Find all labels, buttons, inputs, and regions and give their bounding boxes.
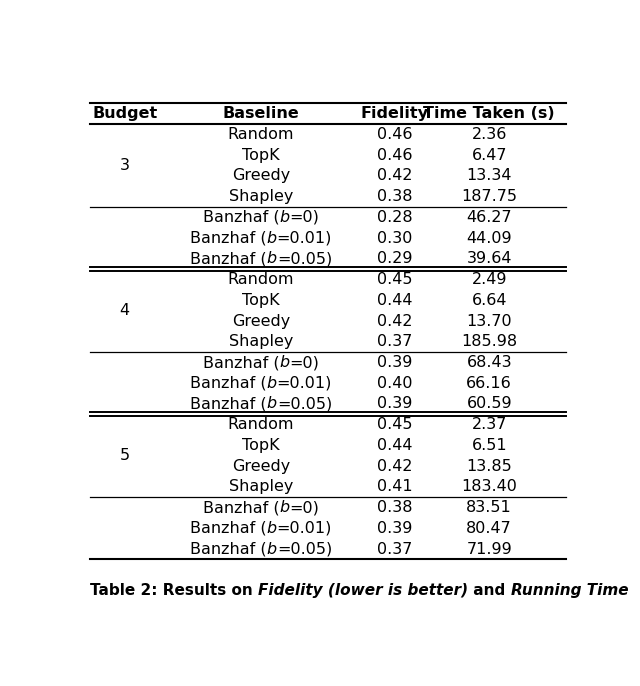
Text: Time Taken (s): Time Taken (s) (424, 106, 555, 121)
Text: =0.01): =0.01) (276, 230, 332, 246)
Text: =0.01): =0.01) (276, 376, 332, 391)
Text: Running Time: Running Time (511, 583, 628, 598)
Text: Banzhaf (: Banzhaf ( (190, 521, 267, 536)
Text: 0.38: 0.38 (377, 189, 413, 204)
Text: b: b (279, 210, 289, 225)
Text: =0.01): =0.01) (276, 521, 332, 536)
Text: Greedy: Greedy (232, 459, 290, 473)
Text: Banzhaf (: Banzhaf ( (190, 397, 267, 412)
Text: 0.46: 0.46 (377, 127, 413, 142)
Text: and: and (468, 583, 511, 598)
Text: 0.45: 0.45 (377, 417, 413, 432)
Text: Greedy: Greedy (232, 314, 290, 329)
Text: 2.36: 2.36 (472, 127, 507, 142)
Text: 68.43: 68.43 (467, 355, 512, 370)
Text: Budget: Budget (92, 106, 157, 121)
Text: 3: 3 (120, 158, 130, 173)
Text: b: b (279, 500, 289, 515)
Text: 13.85: 13.85 (467, 459, 512, 473)
Text: b: b (267, 541, 276, 556)
Text: 0.42: 0.42 (377, 169, 413, 183)
Text: 185.98: 185.98 (461, 334, 517, 349)
Text: 0.30: 0.30 (377, 230, 413, 246)
Text: 71.99: 71.99 (467, 541, 512, 556)
Text: 0.40: 0.40 (377, 376, 413, 391)
Text: 46.27: 46.27 (467, 210, 512, 225)
Text: 80.47: 80.47 (467, 521, 512, 536)
Text: 4: 4 (120, 303, 130, 318)
Text: Banzhaf (: Banzhaf ( (190, 541, 267, 556)
Text: 83.51: 83.51 (467, 500, 512, 515)
Text: Banzhaf (: Banzhaf ( (203, 210, 279, 225)
Text: =0): =0) (289, 210, 319, 225)
Text: Table 2: Results on: Table 2: Results on (90, 583, 258, 598)
Text: 44.09: 44.09 (467, 230, 512, 246)
Text: 2.37: 2.37 (472, 417, 507, 432)
Text: b: b (267, 376, 276, 391)
Text: Random: Random (228, 127, 294, 142)
Text: 187.75: 187.75 (461, 189, 517, 204)
Text: 13.34: 13.34 (467, 169, 512, 183)
Text: b: b (267, 521, 276, 536)
Text: =0.05): =0.05) (276, 541, 332, 556)
Text: 0.42: 0.42 (377, 459, 413, 473)
Text: 0.28: 0.28 (377, 210, 413, 225)
Text: 0.39: 0.39 (377, 355, 413, 370)
Text: 60.59: 60.59 (467, 397, 512, 412)
Text: 0.41: 0.41 (377, 480, 413, 495)
Text: 0.39: 0.39 (377, 521, 413, 536)
Text: TopK: TopK (242, 147, 280, 163)
Text: 0.45: 0.45 (377, 272, 413, 287)
Text: TopK: TopK (242, 438, 280, 453)
Text: 0.39: 0.39 (377, 397, 413, 412)
Text: Shapley: Shapley (229, 334, 293, 349)
Text: 0.42: 0.42 (377, 314, 413, 329)
Text: 6.64: 6.64 (472, 293, 507, 308)
Text: b: b (267, 397, 276, 412)
Text: Shapley: Shapley (229, 480, 293, 495)
Text: 5: 5 (120, 448, 130, 463)
Text: Greedy: Greedy (232, 169, 290, 183)
Text: b: b (267, 251, 276, 266)
Text: Banzhaf (: Banzhaf ( (190, 376, 267, 391)
Text: Fidelity (lower is better): Fidelity (lower is better) (258, 583, 468, 598)
Text: 0.44: 0.44 (377, 293, 413, 308)
Text: =0.05): =0.05) (276, 251, 332, 266)
Text: Shapley: Shapley (229, 189, 293, 204)
Text: 66.16: 66.16 (467, 376, 512, 391)
Text: b: b (279, 355, 289, 370)
Text: 0.38: 0.38 (377, 500, 413, 515)
Text: 39.64: 39.64 (467, 251, 512, 266)
Text: =0.05): =0.05) (276, 397, 332, 412)
Text: Fidelity: Fidelity (361, 106, 429, 121)
Text: 0.37: 0.37 (377, 541, 413, 556)
Text: 2.49: 2.49 (472, 272, 507, 287)
Text: Banzhaf (: Banzhaf ( (190, 251, 267, 266)
Text: 0.46: 0.46 (377, 147, 413, 163)
Text: =0): =0) (289, 355, 319, 370)
Text: 0.37: 0.37 (377, 334, 413, 349)
Text: 6.47: 6.47 (472, 147, 507, 163)
Text: 183.40: 183.40 (461, 480, 517, 495)
Text: Baseline: Baseline (223, 106, 300, 121)
Text: Banzhaf (: Banzhaf ( (203, 355, 279, 370)
Text: 13.70: 13.70 (467, 314, 512, 329)
Text: Random: Random (228, 417, 294, 432)
Text: b: b (267, 230, 276, 246)
Text: =0): =0) (289, 500, 319, 515)
Text: Banzhaf (: Banzhaf ( (190, 230, 267, 246)
Text: 6.51: 6.51 (472, 438, 507, 453)
Text: Random: Random (228, 272, 294, 287)
Text: Banzhaf (: Banzhaf ( (203, 500, 279, 515)
Text: 0.29: 0.29 (377, 251, 413, 266)
Text: TopK: TopK (242, 293, 280, 308)
Text: 0.44: 0.44 (377, 438, 413, 453)
